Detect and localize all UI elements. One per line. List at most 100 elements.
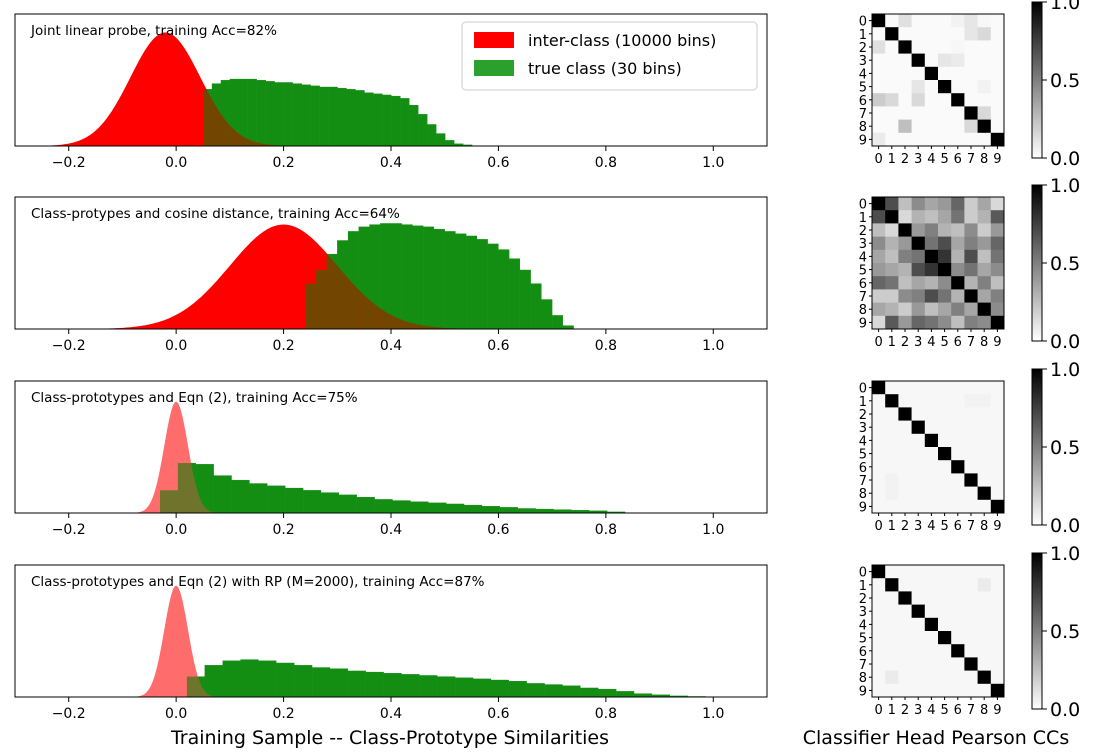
matrix-x-tick-label: 5: [940, 335, 948, 350]
x-tick-label: 0.8: [595, 706, 617, 722]
matrix-cell: [911, 106, 926, 120]
matrix-cell: [885, 591, 899, 605]
matrix-cell: [990, 407, 1005, 421]
matrix-x-tick-label: 3: [914, 335, 922, 350]
matrix-cell: [898, 93, 912, 107]
matrix-cell: [977, 40, 992, 54]
true-class-bar-overlay: [464, 505, 482, 513]
matrix-cell: [938, 315, 952, 330]
matrix-cell: [898, 578, 912, 592]
matrix-cell: [885, 66, 899, 81]
matrix-cell: [951, 473, 965, 487]
matrix-cell: [911, 420, 926, 435]
matrix-cell: [977, 604, 992, 619]
matrix-cell: [964, 433, 978, 448]
matrix-cell: [872, 27, 886, 41]
matrix-cell: [911, 381, 926, 395]
matrix-frame: [871, 564, 1005, 698]
true-class-bar-overlay: [346, 89, 356, 146]
matrix-cell: [924, 499, 939, 514]
matrix-y-tick-label: 6: [859, 277, 867, 292]
matrix-cell: [951, 644, 965, 658]
matrix-x-tick-label: 4: [927, 152, 935, 167]
matrix-cell: [938, 578, 952, 592]
true-class-bar-overlay: [374, 499, 393, 513]
matrix-cell: [872, 644, 886, 658]
matrix-y-tick-label: 7: [859, 107, 867, 122]
colorbar-tick-label: 0.0: [1050, 148, 1080, 170]
matrix-cell: [924, 644, 939, 658]
matrix-cell: [911, 236, 926, 251]
matrix-cell: [911, 499, 926, 514]
matrix-x-tick-label: 4: [927, 703, 935, 718]
matrix-cell: [938, 473, 952, 487]
matrix-cell: [872, 40, 886, 54]
colorbar-tick-label: 0.5: [1050, 621, 1080, 643]
matrix-cell: [885, 683, 899, 698]
matrix-cell: [990, 302, 1005, 317]
matrix-cell: [938, 236, 952, 251]
matrix-cell: [964, 381, 978, 395]
matrix-y-tick-label: 9: [859, 684, 867, 699]
matrix-cell: [911, 263, 926, 277]
matrix-cell: [911, 394, 926, 408]
true-class-bar-overlay: [256, 80, 266, 146]
colorbar: [1031, 368, 1043, 526]
matrix-cell: [938, 40, 952, 54]
true-class-bar-overlay: [229, 79, 239, 146]
true-class-bar-overlay: [454, 143, 464, 146]
matrix-cell: [951, 460, 965, 474]
true-class-bar-overlay: [473, 678, 491, 697]
matrix-cell: [977, 565, 992, 579]
matrix-cell: [872, 420, 886, 435]
true-class-bar-overlay: [446, 503, 465, 513]
matrix-cell: [885, 381, 899, 395]
matrix-cell: [964, 447, 978, 461]
matrix-cell: [898, 315, 912, 330]
matrix-cell: [951, 263, 965, 277]
matrix-cell: [938, 93, 952, 107]
matrix-x-tick-label: 9: [993, 703, 1001, 718]
matrix-y-tick-label: 1: [859, 579, 867, 594]
matrix-x-tick-label: 0: [874, 335, 882, 350]
true-class-bar-overlay: [552, 315, 563, 329]
matrix-cell: [924, 565, 939, 579]
true-class-bar-overlay: [391, 223, 402, 329]
matrix-cell: [885, 106, 899, 120]
matrix-cell: [938, 565, 952, 579]
matrix-cell: [924, 263, 939, 277]
matrix-cell: [898, 604, 912, 619]
matrix-x-tick-label: 1: [888, 152, 896, 167]
matrix-cell: [977, 644, 992, 658]
matrix-cell: [872, 80, 886, 94]
matrix-cell: [911, 631, 926, 645]
matrix-cell: [990, 683, 1005, 698]
true-class-bar-overlay: [530, 283, 542, 329]
true-class-bar-overlay: [373, 93, 383, 146]
matrix-cell: [924, 223, 939, 237]
matrix-cell: [911, 617, 926, 632]
matrix-x-tick-label: 7: [967, 519, 975, 534]
matrix-cell: [977, 486, 992, 501]
matrix-cell: [872, 631, 886, 645]
matrix-cell: [924, 631, 939, 645]
matrix-cell: [964, 276, 978, 290]
matrix-cell: [898, 631, 912, 645]
matrix-cell: [951, 486, 965, 501]
true-class-bar-overlay: [427, 124, 437, 146]
matrix-y-tick-label: 0: [859, 198, 867, 213]
matrix-cell: [898, 289, 912, 303]
matrix-cell: [977, 499, 992, 514]
colorbar-tick-label: 1.0: [1050, 359, 1080, 381]
matrix-y-tick-label: 4: [859, 434, 867, 449]
matrix-cell: [964, 210, 978, 224]
matrix-cell: [951, 381, 965, 395]
true-class-bar-overlay: [437, 676, 456, 697]
matrix-cell: [885, 197, 899, 211]
matrix-cell: [872, 433, 886, 448]
matrix-cell: [964, 473, 978, 487]
true-class-bar-overlay: [369, 224, 381, 329]
true-class-bar-overlay: [315, 269, 327, 329]
true-class-bar-overlay: [355, 90, 365, 146]
matrix-cell: [938, 420, 952, 435]
